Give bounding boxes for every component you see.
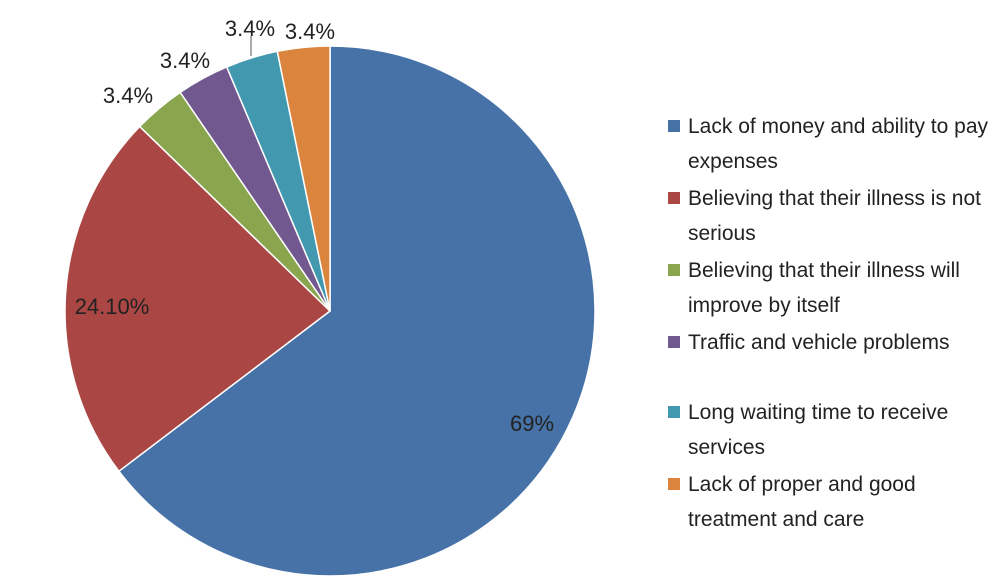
pie-slice-2 [64,125,332,473]
legend-swatch [668,264,680,276]
legend-item-6: Lack of proper and good treatment and ca… [668,470,988,537]
data-label-1: 69% [510,411,554,436]
legend-item-3: Believing that their illness will improv… [668,256,988,323]
legend-label: Lack of proper and good treatment and ca… [688,473,916,531]
legend-swatch [668,336,680,348]
data-label-3: 3.4% [103,83,153,108]
legend-label: Lack of money and ability to pay expense… [688,115,989,173]
legend-swatch [668,478,680,490]
legend-swatch [668,192,680,204]
data-label-4: 3.4% [160,48,210,73]
legend-item-2: Believing that their illness is not seri… [668,184,988,251]
legend-swatch [668,406,680,418]
legend-label: Believing that their illness will improv… [688,259,960,317]
pie-slice-6 [276,45,331,312]
data-label-5: 3.4% [225,16,275,41]
legend-swatch [668,120,680,132]
pie-slice-1 [117,45,596,577]
data-label-6: 3.4% [285,19,335,44]
legend-label: Traffic and vehicle problems [688,331,950,354]
legend-label: Believing that their illness is not seri… [688,187,981,245]
data-label-2: 24.10% [75,294,150,319]
legend-label: Long waiting time to receive services [688,401,949,459]
legend-item-4: Traffic and vehicle problems [668,328,988,360]
legend-item-5: Long waiting time to receive services [668,398,988,465]
legend-item-1: Lack of money and ability to pay expense… [668,112,988,179]
